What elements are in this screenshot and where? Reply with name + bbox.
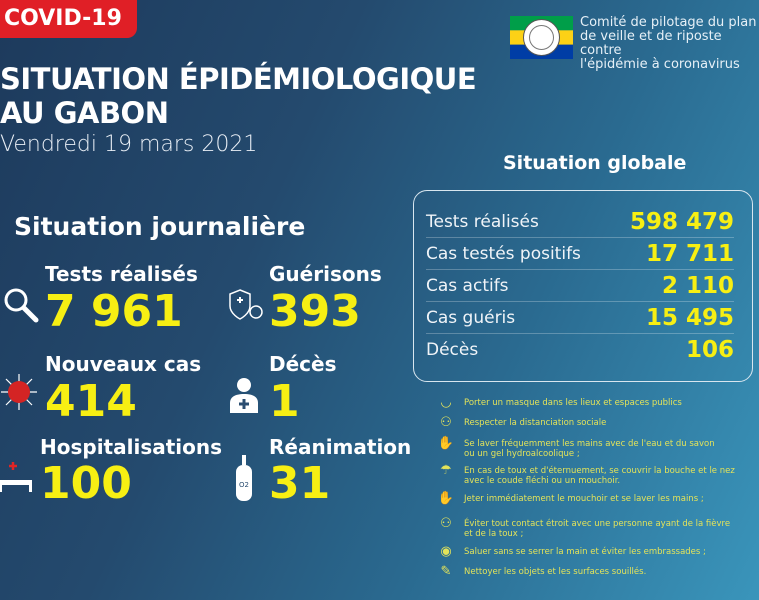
page-title: SITUATION ÉPIDÉMIOLOGIQUE AU GABON <box>0 62 477 130</box>
daily-value-recoveries: 393 <box>269 286 361 337</box>
tip-item: ✋ Jeter immédiatement le mouchoir et se l… <box>436 491 756 519</box>
mask-icon: ◡ <box>440 395 452 410</box>
daily-value-hospitalizations: 100 <box>40 458 132 509</box>
org-line: l'épidémie à coronavirus <box>580 57 740 72</box>
social-distance-icon: ⚇ <box>440 415 452 430</box>
row-value: 106 <box>685 336 734 363</box>
row-value: 2 110 <box>661 273 734 299</box>
daily-label-hospitalizations: Hospitalisations <box>40 435 223 459</box>
tip-item: ⚇ Éviter tout contact étroit avec une per… <box>436 516 756 547</box>
avoid-contact-icon: ⚇ <box>440 516 452 531</box>
global-row: Cas actifs 2 110 <box>426 271 734 302</box>
sneeze-icon: ☂ <box>440 463 452 478</box>
global-heading: Situation globale <box>503 152 687 174</box>
global-row: Cas guéris 15 495 <box>426 303 734 334</box>
magnifier-icon <box>4 288 39 323</box>
tip-item: ☂ En cas de toux et d'éternuement, se cou… <box>436 463 756 494</box>
report-date: Vendredi 19 mars 2021 <box>0 132 258 157</box>
svg-text:O2: O2 <box>239 481 249 489</box>
row-label: Cas actifs <box>426 276 509 296</box>
row-value: 17 711 <box>645 241 734 267</box>
tip-text: Jeter immédiatement le mouchoir et se la… <box>464 494 704 504</box>
tip-item: ◡ Porter un masque dans les lieux et espa… <box>436 395 756 418</box>
virus-icon <box>1 374 37 410</box>
row-value: 15 495 <box>645 305 734 331</box>
gabon-flag-logo <box>510 16 573 59</box>
title-line-1: SITUATION ÉPIDÉMIOLOGIQUE <box>0 62 477 96</box>
tip-item: ✎ Nettoyer les objets et les surfaces sou… <box>436 564 756 587</box>
covid-badge: COVID-19 <box>0 0 137 38</box>
global-row: Cas testés positifs 17 711 <box>426 239 734 270</box>
daily-label-recoveries: Guérisons <box>269 262 382 286</box>
row-label: Cas guéris <box>426 308 516 328</box>
tip-text: Saluer sans se serrer la main et éviter … <box>464 547 706 557</box>
daily-label-icu: Réanimation <box>269 435 412 459</box>
daily-value-icu: 31 <box>269 458 331 509</box>
title-line-2: AU GABON <box>0 96 169 130</box>
prevention-tips: ◡ Porter un masque dans les lieux et espa… <box>436 395 756 587</box>
daily-heading: Situation journalière <box>14 212 306 241</box>
daily-value-deaths: 1 <box>269 376 300 427</box>
organization-name: Comité de pilotage du plan de veille et … <box>580 16 759 72</box>
daily-label-deaths: Décès <box>269 352 337 376</box>
daily-label-new-cases: Nouveaux cas <box>45 352 202 376</box>
tip-text: Respecter la distanciation sociale <box>464 418 607 428</box>
hand-wash-icon: ✋ <box>437 436 455 451</box>
row-label: Cas testés positifs <box>426 244 581 264</box>
tip-text: Nettoyer les objets et les surfaces soui… <box>464 567 647 577</box>
no-handshake-icon: ◉ <box>440 544 452 559</box>
global-row: Décès 106 <box>426 334 734 365</box>
tip-text: En cas de toux et d'éternuement, se couv… <box>464 466 735 486</box>
global-stats-table: Tests réalisés 598 479 Cas testés positif… <box>413 190 753 382</box>
daily-value-new-cases: 414 <box>45 376 137 427</box>
shield-cross-icon <box>229 289 263 320</box>
row-label: Tests réalisés <box>426 212 539 232</box>
hospital-bed-icon <box>0 462 32 492</box>
cleaning-icon: ✎ <box>440 564 452 579</box>
row-label: Décès <box>426 339 479 360</box>
daily-value-tests: 7 961 <box>45 286 183 337</box>
daily-label-tests: Tests réalisés <box>45 262 198 286</box>
hand-wash-icon: ✋ <box>437 491 455 506</box>
tip-item: ⚇ Respecter la distanciation sociale <box>436 415 756 439</box>
tip-text: Éviter tout contact étroit avec une pers… <box>464 519 731 539</box>
tip-text: Porter un masque dans les lieux et espac… <box>464 398 682 408</box>
tip-item: ◉ Saluer sans se serrer la main et éviter… <box>436 544 756 567</box>
org-line: de veille et de riposte contre <box>580 29 722 58</box>
tip-text: Se laver fréquemment les mains avec de l… <box>464 439 715 459</box>
org-line: Comité de pilotage du plan <box>580 15 757 30</box>
person-cross-icon <box>230 378 258 413</box>
row-value: 598 479 <box>629 209 734 235</box>
oxygen-tank-icon: O2 <box>236 455 252 501</box>
global-row: Tests réalisés 598 479 <box>426 207 734 238</box>
tip-item: ✋ Se laver fréquemment les mains avec de … <box>436 436 756 466</box>
